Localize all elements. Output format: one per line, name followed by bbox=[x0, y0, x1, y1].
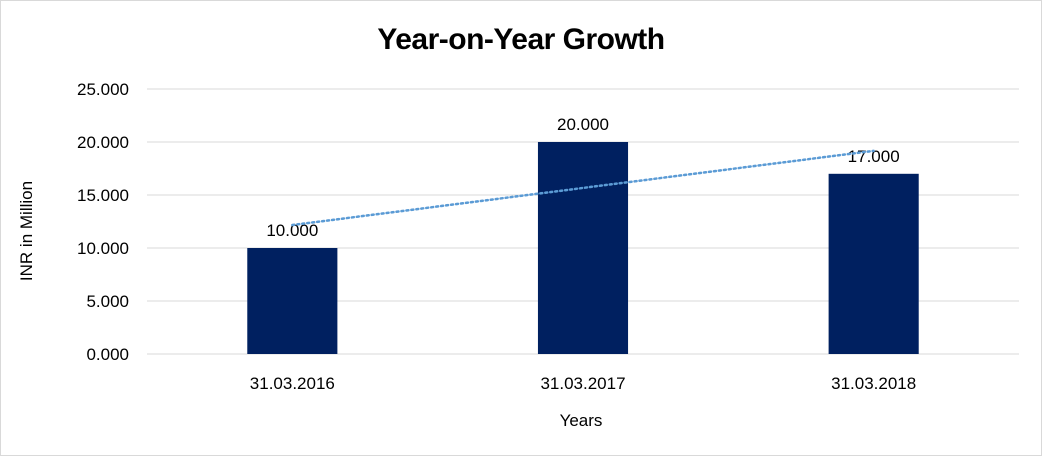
trendline bbox=[291, 149, 875, 227]
y-tick-label: 5.000 bbox=[86, 292, 129, 311]
data-label: 17.000 bbox=[848, 147, 900, 166]
y-tick-label: 20.000 bbox=[77, 133, 129, 152]
x-axis-label: Years bbox=[559, 411, 603, 430]
y-tick-label: 25.000 bbox=[77, 80, 129, 99]
y-tick-label: 0.000 bbox=[86, 345, 129, 364]
y-tick-label: 15.000 bbox=[77, 186, 129, 205]
data-label: 20.000 bbox=[557, 115, 609, 134]
bar bbox=[537, 142, 629, 354]
y-tick-label: 10.000 bbox=[77, 239, 129, 258]
bar bbox=[828, 173, 919, 354]
chart-title: Year-on-Year Growth bbox=[377, 23, 665, 56]
x-tick-label: 31.03.2018 bbox=[831, 374, 916, 393]
x-tick-label: 31.03.2016 bbox=[250, 374, 335, 393]
x-tick-label: 31.03.2017 bbox=[540, 374, 625, 393]
bar bbox=[247, 248, 338, 354]
data-label: 10.000 bbox=[266, 221, 318, 240]
